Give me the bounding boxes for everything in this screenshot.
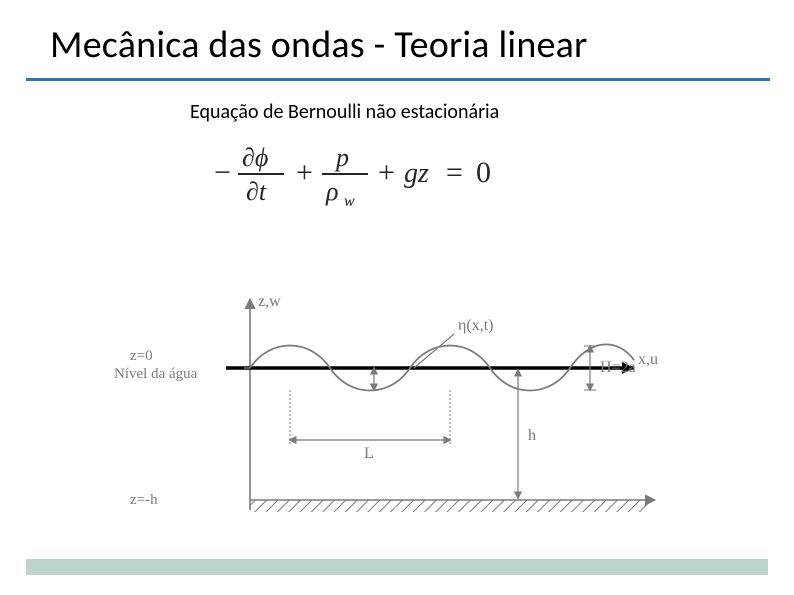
wave-diagram-svg: z,w x,u η(x,t) H=2a [114, 290, 684, 540]
eta-label: η(x,t) [458, 317, 493, 334]
eq-rho-w: w [344, 193, 355, 210]
eq-dphi: ∂ϕ [242, 143, 268, 172]
nivel-label: Nível da água [114, 366, 198, 382]
H-label: H=2a [600, 359, 636, 376]
slide: Mecânica das ondas - Teoria linear Equaç… [0, 0, 794, 595]
equation-svg: − ∂ϕ ∂t + p ρ w + gz = 0 [214, 140, 584, 210]
seabed-hatch [250, 500, 650, 512]
page-title: Mecânica das ondas - Teoria linear [50, 22, 587, 68]
eq-plus2: + [378, 156, 395, 189]
eta-leader [414, 334, 454, 368]
x-axis-label: x,u [638, 351, 658, 368]
subtitle: Equação de Bernoulli não estacionária [190, 100, 499, 124]
eq-dt: ∂t [246, 177, 267, 206]
z-axis-label: z,w [258, 293, 281, 310]
wave-diagram: z,w x,u η(x,t) H=2a [114, 290, 684, 540]
eq-plus1: + [296, 156, 313, 189]
L-label: L [364, 445, 374, 462]
title-underline [26, 78, 770, 81]
bernoulli-equation: − ∂ϕ ∂t + p ρ w + gz = 0 [214, 140, 584, 215]
zh-label: z=-h [130, 492, 158, 508]
eq-minus: − [214, 156, 231, 189]
eq-p: p [334, 143, 349, 172]
eq-gz: gz [404, 158, 429, 189]
eq-zero: 0 [476, 156, 491, 189]
eq-rho: ρ [325, 177, 338, 206]
footer-bar [26, 559, 768, 575]
z0-label: z=0 [130, 348, 153, 364]
eq-eq: = [446, 156, 463, 189]
h-label: h [528, 427, 536, 444]
title-wrap: Mecânica das ondas - Teoria linear [50, 22, 750, 68]
